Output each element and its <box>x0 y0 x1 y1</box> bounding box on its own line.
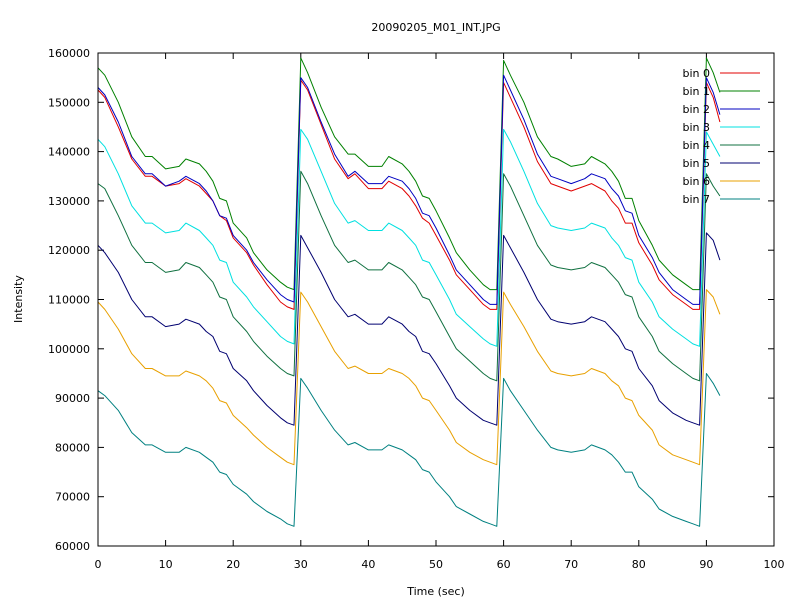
y-tick-label: 120000 <box>48 244 90 257</box>
legend: bin 0 bin 1 bin 2 bin 3 bin 4 bin 5 bin 6 bin 7 <box>682 67 760 206</box>
legend-label-7: bin 7 <box>682 193 710 206</box>
y-tick-label: 80000 <box>55 441 90 454</box>
x-tick-label: 50 <box>429 558 443 571</box>
legend-label-4: bin 4 <box>682 139 710 152</box>
x-tick-label: 0 <box>95 558 102 571</box>
y-tick-label: 160000 <box>48 47 90 60</box>
series-lines <box>97 57 721 527</box>
legend-label-1: bin 1 <box>682 85 710 98</box>
series-line-7 <box>97 373 721 527</box>
axis-ticks: 0 10 20 30 40 50 60 70 80 90 100 60000 70000 80000 900… <box>48 47 785 571</box>
legend-label-2: bin 2 <box>682 103 710 116</box>
x-tick-label: 90 <box>699 558 713 571</box>
x-tick-label: 20 <box>226 558 240 571</box>
y-tick-label: 150000 <box>48 96 90 109</box>
series-line-3 <box>97 128 721 347</box>
y-axis-label: Intensity <box>12 275 25 323</box>
x-tick-label: 10 <box>159 558 173 571</box>
legend-label-3: bin 3 <box>682 121 710 134</box>
y-tick-label: 100000 <box>48 343 90 356</box>
x-tick-label: 40 <box>361 558 375 571</box>
x-tick-label: 70 <box>564 558 578 571</box>
plot-frame <box>97 52 775 547</box>
series-line-1 <box>97 57 721 291</box>
x-tick-label: 100 <box>764 558 785 571</box>
series-line-5 <box>97 232 721 426</box>
y-tick-label: 110000 <box>48 294 90 307</box>
y-tick-label: 60000 <box>55 540 90 553</box>
legend-label-0: bin 0 <box>682 67 710 80</box>
x-tick-label: 80 <box>632 558 646 571</box>
legend-label-6: bin 6 <box>682 175 710 188</box>
y-tick-label: 90000 <box>55 392 90 405</box>
y-tick-label: 130000 <box>48 195 90 208</box>
series-line-6 <box>97 289 721 466</box>
x-tick-label: 60 <box>497 558 511 571</box>
series-line-4 <box>97 170 721 382</box>
x-tick-label: 30 <box>294 558 308 571</box>
chart-title: 20090205_M01_INT.JPG <box>371 21 500 34</box>
x-axis-label: Time (sec) <box>406 585 465 598</box>
y-tick-label: 140000 <box>48 146 90 159</box>
legend-label-5: bin 5 <box>682 157 710 170</box>
series-line-2 <box>97 74 721 305</box>
y-tick-label: 70000 <box>55 491 90 504</box>
